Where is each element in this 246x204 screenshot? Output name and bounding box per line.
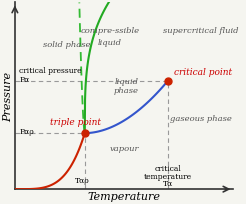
Y-axis label: Pressure: Pressure: [3, 71, 14, 121]
Text: Pαρ: Pαρ: [19, 128, 34, 136]
Text: temperature: temperature: [144, 172, 192, 180]
Text: compre‐ssible: compre‐ssible: [80, 27, 139, 35]
Text: liquid: liquid: [114, 78, 138, 85]
Text: critical point: critical point: [174, 68, 232, 77]
Text: gaseous phase: gaseous phase: [170, 115, 231, 123]
Text: supercritical fluid: supercritical fluid: [163, 27, 238, 35]
Text: critical pressure: critical pressure: [19, 66, 82, 74]
Text: Pα: Pα: [19, 76, 30, 84]
Text: vapour: vapour: [109, 144, 139, 152]
Text: triple point: triple point: [50, 117, 101, 126]
Text: phase: phase: [114, 87, 139, 95]
Text: critical: critical: [154, 165, 181, 173]
Text: solid phase: solid phase: [43, 40, 91, 48]
Text: Tαρ: Tαρ: [75, 177, 90, 185]
Text: Tα: Tα: [163, 179, 173, 187]
Text: liquid: liquid: [98, 39, 122, 47]
X-axis label: Temperature: Temperature: [88, 191, 161, 201]
